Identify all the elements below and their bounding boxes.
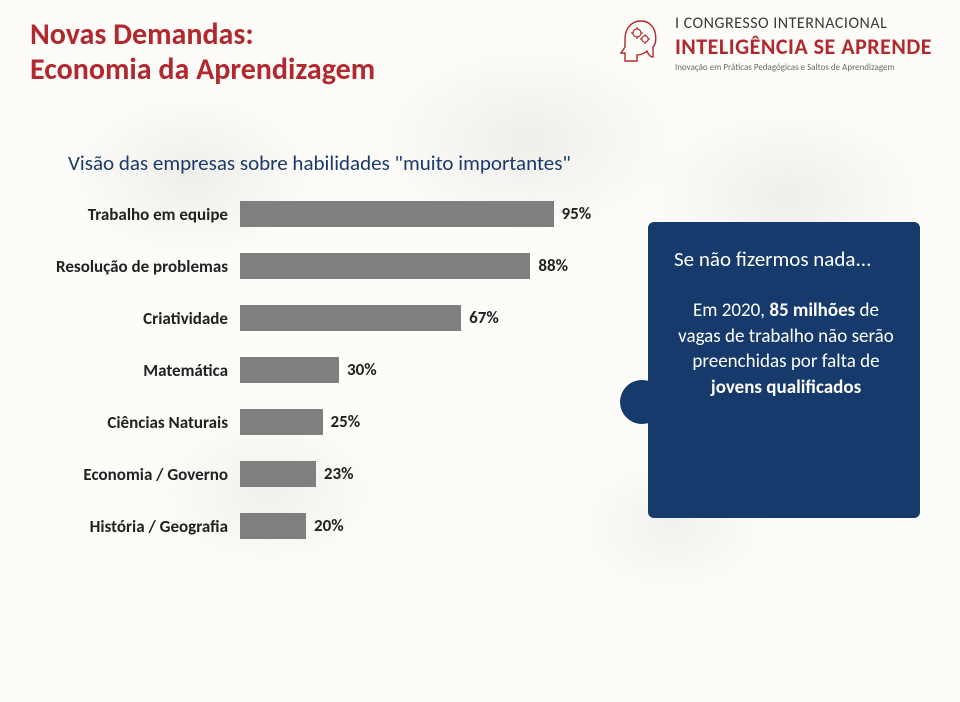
chart-bar <box>240 513 306 539</box>
chart-value-label: 20% <box>314 515 344 536</box>
chart-category-label: Matemática <box>0 360 240 381</box>
chart-category-label: Resolução de problemas <box>0 256 240 277</box>
chart-row: História / Geografia 20% <box>0 500 640 552</box>
chart-value-label: 30% <box>347 359 377 380</box>
chart-bar <box>240 409 323 435</box>
chart-row: Trabalho em equipe 95% <box>0 188 640 240</box>
chart-bar <box>240 201 554 227</box>
title-line2: Economia da Aprendizagem <box>30 51 375 88</box>
chart-row: Resolução de problemas 88% <box>0 240 640 292</box>
callout-puzzle: Se não fizermos nada... Em 2020, 85 milh… <box>648 222 920 518</box>
chart-bar <box>240 253 530 279</box>
head-gears-icon <box>619 17 663 70</box>
chart-value-label: 25% <box>331 411 361 432</box>
chart-value-label: 95% <box>562 203 592 224</box>
chart-bar-wrap: 67% <box>240 303 600 333</box>
chart-row: Criatividade 67% <box>0 292 640 344</box>
chart-value-label: 88% <box>538 255 568 276</box>
skills-bar-chart: Trabalho em equipe 95% Resolução de proble… <box>0 188 640 552</box>
subtitle: Visão das empresas sobre habilidades "mu… <box>68 150 571 176</box>
chart-category-label: História / Geografia <box>0 516 240 537</box>
chart-bar-wrap: 95% <box>240 199 600 229</box>
chart-bar-wrap: 30% <box>240 355 600 385</box>
congress-line2: INTELIGÊNCIA SE APRENDE <box>675 33 932 60</box>
callout-heading: Se não fizermos nada... <box>674 246 898 272</box>
chart-bar-wrap: 25% <box>240 407 600 437</box>
chart-value-label: 67% <box>469 307 499 328</box>
chart-category-label: Criatividade <box>0 308 240 329</box>
chart-row: Matemática 30% <box>0 344 640 396</box>
chart-bar <box>240 357 339 383</box>
chart-value-label: 23% <box>324 463 354 484</box>
slide-title: Novas Demandas: Economia da Aprendizagem <box>30 18 375 87</box>
chart-bar-wrap: 20% <box>240 511 600 541</box>
chart-row: Ciências Naturais 25% <box>0 396 640 448</box>
chart-bar <box>240 461 316 487</box>
congress-line1: I CONGRESSO INTERNACIONAL <box>675 14 932 33</box>
chart-category-label: Trabalho em equipe <box>0 204 240 225</box>
callout-body: Em 2020, 85 milhões de vagas de trabalho… <box>674 298 898 401</box>
chart-bar-wrap: 23% <box>240 459 600 489</box>
chart-category-label: Ciências Naturais <box>0 412 240 433</box>
chart-row: Economia / Governo 23% <box>0 448 640 500</box>
congress-header: I CONGRESSO INTERNACIONAL INTELIGÊNCIA S… <box>619 14 932 73</box>
chart-bar <box>240 305 461 331</box>
puzzle-tab-shape <box>620 380 664 424</box>
congress-line3: Inovação em Práticas Pedagógicas e Salto… <box>675 62 932 73</box>
title-line1: Novas Demandas: <box>30 16 254 53</box>
chart-bar-wrap: 88% <box>240 251 600 281</box>
chart-category-label: Economia / Governo <box>0 464 240 485</box>
